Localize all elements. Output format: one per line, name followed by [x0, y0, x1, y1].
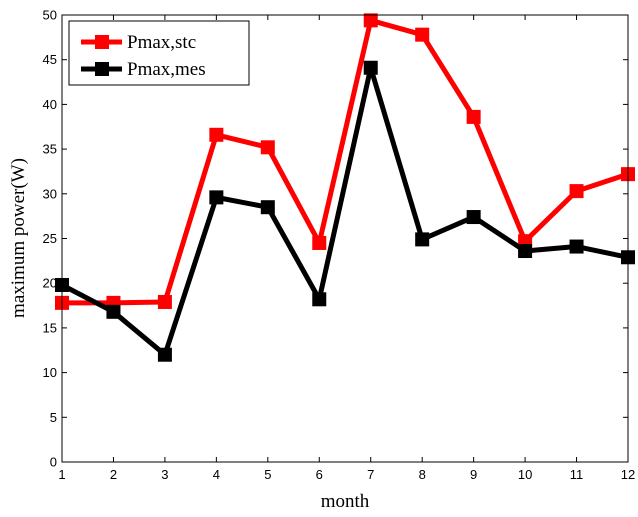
x-axis-label: month — [321, 491, 370, 512]
y-tick-label: 35 — [43, 142, 57, 157]
series-line-pmax-mes — [60, 65, 629, 358]
y-tick-label: 50 — [43, 8, 57, 23]
data-point-pmax-mes — [415, 232, 430, 247]
x-tick-label: 7 — [367, 467, 374, 482]
data-point-pmax-mes — [312, 292, 327, 307]
data-point-pmax-stc — [157, 294, 172, 309]
ticks — [61, 14, 629, 463]
data-point-pmax-mes — [209, 190, 224, 205]
data-point-pmax-stc — [363, 13, 378, 28]
data-point-pmax-stc — [569, 184, 584, 199]
data-point-pmax-mes — [157, 347, 172, 362]
x-tick-label: 11 — [570, 467, 584, 482]
y-tick-label: 25 — [43, 231, 57, 246]
y-tick-label: 40 — [43, 97, 57, 112]
y-tick-label: 10 — [43, 365, 57, 380]
y-tick-label: 20 — [43, 276, 57, 291]
legend-marker — [95, 35, 109, 49]
y-tick-label: 45 — [43, 52, 57, 67]
data-point-pmax-stc — [209, 127, 224, 142]
plot-frame — [61, 14, 629, 463]
data-point-pmax-mes — [569, 239, 584, 254]
y-tick-label: 30 — [43, 186, 57, 201]
data-point-pmax-stc — [260, 140, 275, 155]
x-tick-label: 2 — [110, 467, 117, 482]
x-tick-label: 9 — [470, 467, 477, 482]
x-tick-label: 4 — [213, 467, 220, 482]
series-lines — [60, 17, 629, 358]
series-line-pmax-stc — [62, 17, 629, 306]
y-tick-label: 5 — [50, 410, 57, 425]
y-tick-label: 15 — [43, 320, 57, 335]
data-point-pmax-mes — [260, 200, 275, 215]
x-tick-label: 6 — [316, 467, 323, 482]
data-point-pmax-mes — [363, 60, 378, 75]
x-tick-label: 10 — [518, 467, 532, 482]
series-markers — [55, 13, 635, 362]
legend-label: Pmax,stc — [127, 32, 196, 53]
data-point-pmax-mes — [106, 304, 121, 319]
x-tick-label: 3 — [161, 467, 168, 482]
legend-marker — [95, 62, 109, 76]
data-point-pmax-mes — [518, 244, 533, 259]
legend: Pmax,stc Pmax,mes — [68, 20, 250, 86]
x-tick-label: 1 — [58, 467, 65, 482]
data-point-pmax-mes — [466, 210, 481, 225]
y-axis-label: maximum power(W) — [8, 158, 29, 318]
x-tick-label: 5 — [264, 467, 271, 482]
data-point-pmax-stc — [415, 27, 430, 42]
legend-label: Pmax,mes — [127, 59, 206, 80]
y-tick-label: 0 — [50, 455, 57, 470]
data-point-pmax-stc — [466, 109, 481, 124]
x-tick-label: 8 — [419, 467, 426, 482]
plot-area — [62, 15, 628, 462]
data-point-pmax-stc — [312, 235, 327, 250]
x-tick-label: 12 — [621, 467, 635, 482]
